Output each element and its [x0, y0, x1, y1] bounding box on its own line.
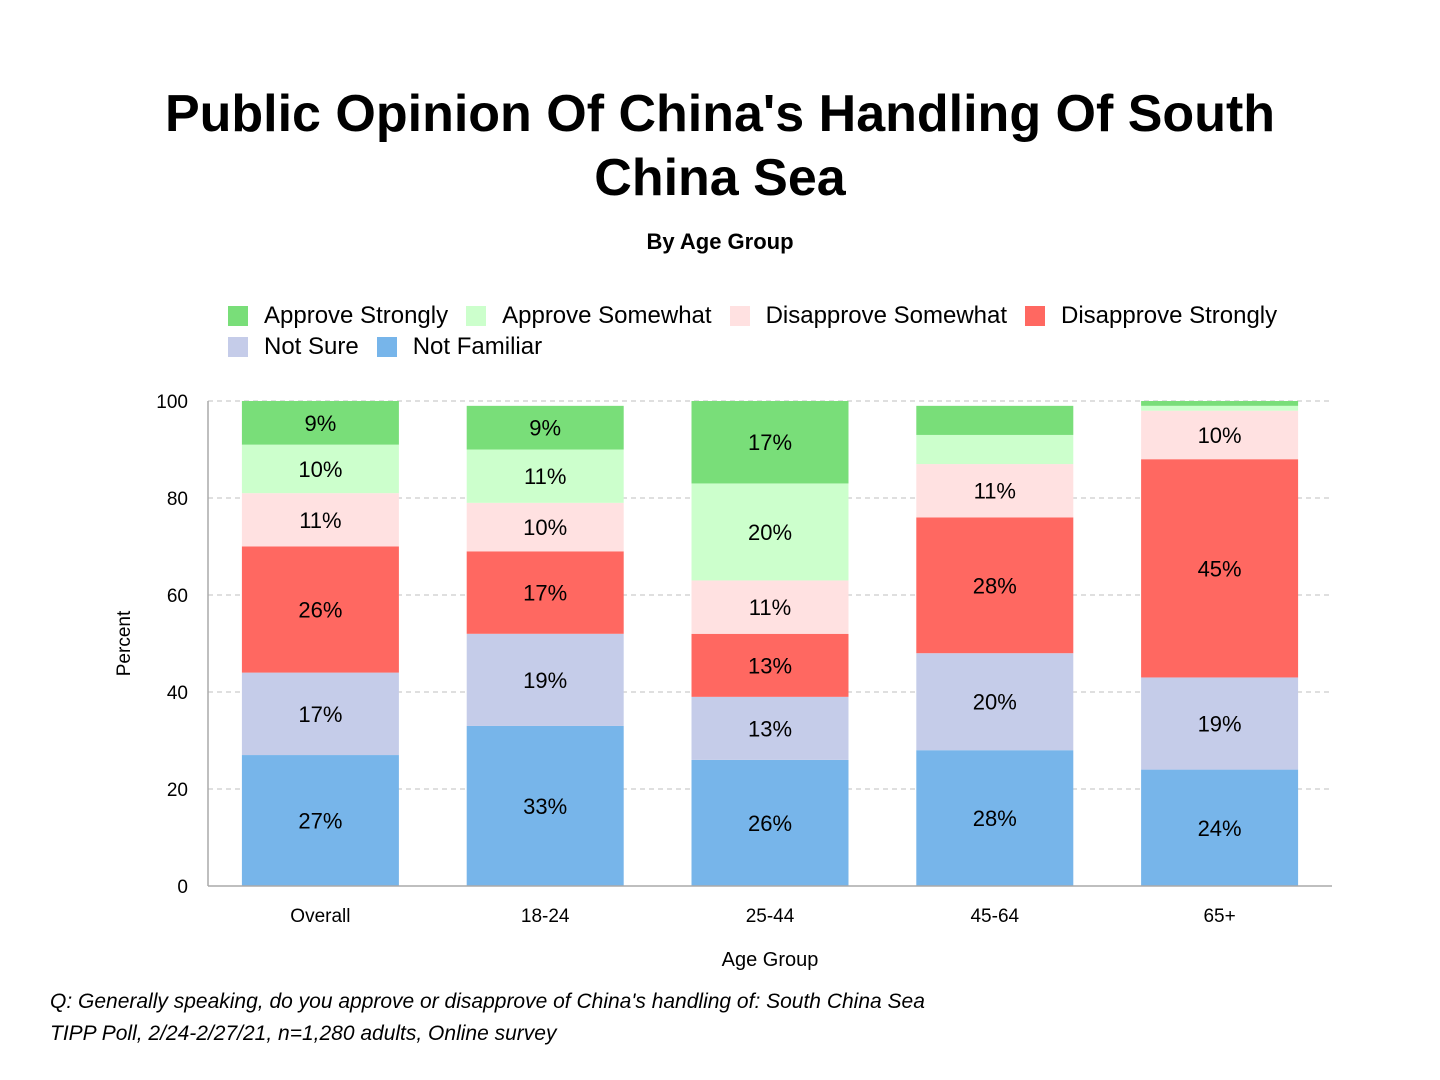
- data-label: 9%: [529, 416, 561, 441]
- x-tick-label: 65+: [1203, 906, 1235, 927]
- data-label: 45%: [1198, 556, 1242, 581]
- legend-row: Approve Strongly Approve Somewhat Disappro…: [228, 300, 1388, 331]
- bar-segment: [916, 405, 1074, 435]
- data-label: 10%: [523, 515, 567, 540]
- legend-label: Approve Strongly: [264, 302, 449, 329]
- bar-segment: [241, 546, 399, 673]
- bar-segment: [1141, 677, 1299, 770]
- bar-segment: [691, 633, 849, 697]
- legend-item: Disapprove Strongly: [1025, 300, 1277, 331]
- bar-segment: [241, 755, 399, 886]
- y-axis-label: Percent: [114, 610, 135, 676]
- bar-segment: [466, 633, 624, 726]
- data-label: 20%: [973, 690, 1017, 715]
- legend-item: Not Sure: [228, 331, 359, 362]
- y-tick-label: 80: [167, 489, 188, 510]
- legend-swatch: [376, 336, 397, 357]
- data-label: 13%: [748, 716, 792, 741]
- footer-source: TIPP Poll, 2/24-2/27/21, n=1,280 adults,…: [50, 1022, 557, 1045]
- bar-segment: [466, 502, 624, 552]
- y-tick-label: 20: [167, 780, 188, 801]
- bar-segment: [916, 434, 1074, 465]
- data-label: 19%: [523, 668, 567, 693]
- data-label: 11%: [974, 479, 1016, 504]
- legend-swatch: [729, 305, 750, 326]
- data-label: 11%: [524, 464, 566, 489]
- legend-item: Disapprove Somewhat: [729, 300, 1008, 331]
- chart-header: Public Opinion Of China's Handling Of So…: [0, 82, 1440, 256]
- bar-segment: [1141, 405, 1299, 411]
- y-tick-label: 40: [167, 683, 188, 704]
- bar-segment: [691, 580, 849, 634]
- legend-swatch: [228, 336, 248, 357]
- legend-swatch: [228, 305, 248, 326]
- legend-item: Not Familiar: [376, 331, 543, 362]
- data-label: 17%: [298, 702, 342, 727]
- bar-segment: [466, 405, 624, 450]
- x-tick-label: 45-64: [970, 906, 1019, 927]
- data-label: 17%: [523, 581, 567, 606]
- legend-item: Approve Somewhat: [466, 300, 712, 331]
- chart-title: Public Opinion Of China's Handling Of So…: [164, 85, 1276, 207]
- bar-segment: [916, 464, 1074, 518]
- bar-segment: [241, 672, 399, 756]
- data-label: 11%: [749, 595, 791, 620]
- legend-label: Disapprove Somewhat: [765, 302, 1008, 329]
- data-label: 24%: [1198, 816, 1242, 841]
- y-tick-label: 60: [167, 586, 188, 607]
- y-tick-label: 100: [156, 392, 188, 413]
- data-label: 33%: [523, 794, 567, 819]
- bar-segment: [916, 653, 1074, 751]
- data-label: 26%: [748, 811, 792, 836]
- x-axis-label: Age Group: [722, 949, 819, 971]
- data-label: 10%: [1198, 423, 1242, 448]
- bar-segment: [241, 401, 399, 445]
- legend-item: Approve Strongly: [228, 300, 448, 331]
- data-label: 20%: [748, 520, 792, 545]
- bar-segment: [466, 551, 624, 634]
- data-label: 13%: [748, 653, 792, 678]
- bar-segment: [1141, 401, 1299, 406]
- data-label: 27%: [298, 809, 342, 834]
- legend-swatch: [1025, 305, 1046, 326]
- y-tick-label: 0: [177, 877, 188, 898]
- legend-row: Not Sure Not Familiar: [228, 331, 1388, 362]
- x-tick-label: 18-24: [521, 906, 570, 927]
- data-label: 26%: [298, 598, 342, 623]
- bar-segment: [241, 444, 399, 494]
- bar-segment: [1141, 410, 1299, 460]
- bar-segment: [466, 725, 624, 886]
- x-tick-label: 25-44: [746, 906, 795, 927]
- bar-segment: [1141, 769, 1299, 886]
- footer-question: Q: Generally speaking, do you approve or…: [50, 990, 925, 1013]
- bar-segment: [691, 483, 849, 581]
- data-label: 17%: [748, 430, 792, 455]
- bar-segment: [241, 493, 399, 547]
- footer: Q: Generally speaking, do you approve or…: [50, 986, 925, 1050]
- legend-swatch: [466, 305, 487, 326]
- legend-label: Not Sure: [264, 333, 359, 360]
- data-label: 28%: [973, 806, 1017, 831]
- bar-segment: [691, 759, 849, 886]
- bar-segment: [691, 696, 849, 760]
- data-label: 11%: [299, 508, 341, 533]
- legend-label: Approve Somewhat: [502, 302, 712, 329]
- bar-segment: [691, 401, 849, 484]
- x-tick-label: Overall: [290, 906, 350, 927]
- data-label: 28%: [973, 573, 1017, 598]
- legend: Approve Strongly Approve Somewhat Disappro…: [228, 300, 1388, 362]
- bar-segment: [916, 750, 1074, 886]
- data-label: 9%: [305, 411, 337, 436]
- data-label: 10%: [298, 457, 342, 482]
- bar-segment: [916, 517, 1074, 654]
- legend-label: Disapprove Strongly: [1061, 302, 1278, 329]
- bar-segment: [1141, 459, 1299, 678]
- chart-subtitle: By Age Group: [646, 229, 794, 254]
- data-label: 19%: [1198, 712, 1242, 737]
- bar-segment: [466, 449, 624, 503]
- legend-label: Not Familiar: [412, 333, 543, 360]
